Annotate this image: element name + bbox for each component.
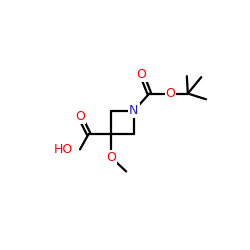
Text: O: O <box>137 68 146 81</box>
Text: O: O <box>166 87 175 100</box>
Text: HO: HO <box>54 143 73 156</box>
Text: O: O <box>106 150 116 164</box>
Text: N: N <box>129 104 138 117</box>
Text: O: O <box>75 110 85 123</box>
